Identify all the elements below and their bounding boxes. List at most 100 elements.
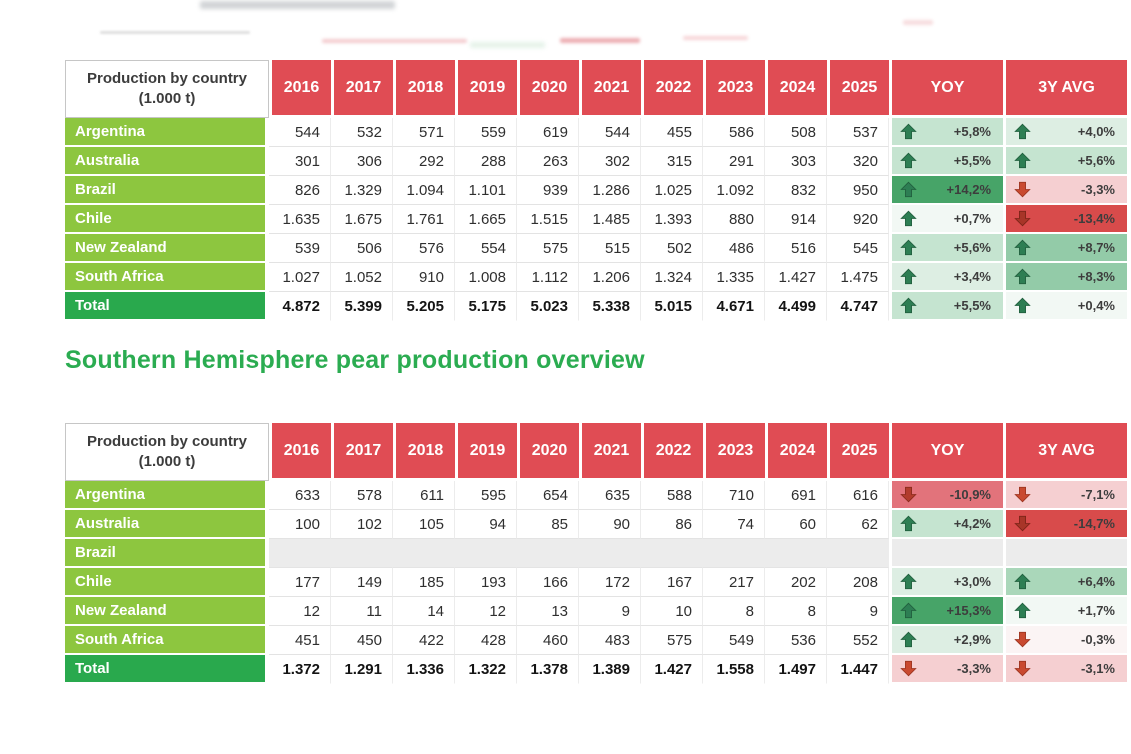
year-header: 2017 bbox=[331, 423, 393, 481]
table-header-row: Production by country (1.000 t) 2016 2017 20… bbox=[65, 423, 1127, 481]
avg-cell: +1,7% bbox=[1003, 597, 1127, 626]
value-cell: 149 bbox=[331, 568, 393, 597]
value-cell: 5.205 bbox=[393, 292, 455, 321]
value-cell: 544 bbox=[579, 118, 641, 147]
value-cell: 301 bbox=[269, 147, 331, 176]
year-header: 2017 bbox=[331, 60, 393, 118]
value-cell: 486 bbox=[703, 234, 765, 263]
table-row: New Zealand 539 506 576 554 575 515 502 486 516 54… bbox=[65, 234, 1127, 263]
table-row: Australia 100 102 105 94 85 90 86 74 60 62 +4,2% -14… bbox=[65, 510, 1127, 539]
value-cell: 516 bbox=[765, 234, 827, 263]
trend-down-arrow-icon bbox=[1014, 486, 1031, 503]
value-cell: 545 bbox=[827, 234, 889, 263]
value-cell: 826 bbox=[269, 176, 331, 205]
value-cell: 1.329 bbox=[331, 176, 393, 205]
production-table-top: Production by country (1.000 t) 2016 2017 20… bbox=[65, 60, 1127, 321]
value-cell: 537 bbox=[827, 118, 889, 147]
ghost-line-artifact bbox=[903, 20, 933, 25]
value-cell bbox=[827, 539, 889, 568]
table-row: Total 4.872 5.399 5.205 5.175 5.023 5.338 5.015… bbox=[65, 292, 1127, 321]
country-cell: Total bbox=[65, 655, 269, 684]
value-cell: 1.515 bbox=[517, 205, 579, 234]
value-cell: 880 bbox=[703, 205, 765, 234]
avg-cell: +8,7% bbox=[1003, 234, 1127, 263]
avg-header: 3Y AVG bbox=[1003, 60, 1127, 118]
percent-value: +15,3% bbox=[946, 603, 991, 618]
value-cell bbox=[641, 539, 703, 568]
yoy-cell: +4,2% bbox=[889, 510, 1003, 539]
value-cell: 86 bbox=[641, 510, 703, 539]
country-cell: Australia bbox=[65, 510, 269, 539]
value-cell: 1.485 bbox=[579, 205, 641, 234]
year-header: 2025 bbox=[827, 423, 889, 481]
value-cell: 4.747 bbox=[827, 292, 889, 321]
value-cell: 635 bbox=[579, 481, 641, 510]
value-cell: 4.499 bbox=[765, 292, 827, 321]
value-cell: 1.101 bbox=[455, 176, 517, 205]
value-cell: 502 bbox=[641, 234, 703, 263]
country-cell: Argentina bbox=[65, 118, 269, 147]
value-cell: 1.052 bbox=[331, 263, 393, 292]
yoy-cell: +15,3% bbox=[889, 597, 1003, 626]
yoy-cell: +0,7% bbox=[889, 205, 1003, 234]
value-cell: 8 bbox=[765, 597, 827, 626]
value-cell: 5.338 bbox=[579, 292, 641, 321]
ghost-line-artifact bbox=[683, 36, 748, 40]
value-cell: 506 bbox=[331, 234, 393, 263]
year-header: 2021 bbox=[579, 60, 641, 118]
avg-cell: +4,0% bbox=[1003, 118, 1127, 147]
value-cell: 105 bbox=[393, 510, 455, 539]
year-header: 2022 bbox=[641, 423, 703, 481]
avg-cell: -7,1% bbox=[1003, 481, 1127, 510]
ghost-line-artifact bbox=[560, 38, 640, 43]
trend-down-arrow-icon bbox=[1014, 515, 1031, 532]
percent-value: +0,7% bbox=[953, 211, 991, 226]
value-cell: 586 bbox=[703, 118, 765, 147]
table-row: Argentina 544 532 571 559 619 544 455 586 508 537 +… bbox=[65, 118, 1127, 147]
value-cell: 460 bbox=[517, 626, 579, 655]
trend-up-arrow-icon bbox=[900, 152, 917, 169]
trend-up-arrow-icon bbox=[900, 268, 917, 285]
table-row: New Zealand 12 11 14 12 13 9 10 8 8 9 +15,3% +1,7% bbox=[65, 597, 1127, 626]
value-cell: 1.335 bbox=[703, 263, 765, 292]
value-cell: 549 bbox=[703, 626, 765, 655]
percent-value: -3,3% bbox=[957, 661, 991, 676]
country-cell: Chile bbox=[65, 205, 269, 234]
avg-cell: -3,3% bbox=[1003, 176, 1127, 205]
avg-cell: +8,3% bbox=[1003, 263, 1127, 292]
value-cell: 1.025 bbox=[641, 176, 703, 205]
value-cell: 1.761 bbox=[393, 205, 455, 234]
value-cell: 539 bbox=[269, 234, 331, 263]
corner-label-line2: (1.000 t) bbox=[138, 453, 196, 470]
value-cell: 619 bbox=[517, 118, 579, 147]
value-cell: 544 bbox=[269, 118, 331, 147]
yoy-header: YOY bbox=[889, 60, 1003, 118]
value-cell: 315 bbox=[641, 147, 703, 176]
trend-up-arrow-icon bbox=[900, 210, 917, 227]
country-cell: Brazil bbox=[65, 539, 269, 568]
percent-value: +5,5% bbox=[953, 153, 991, 168]
table-row: Brazil bbox=[65, 539, 1127, 568]
percent-value: +0,4% bbox=[1077, 298, 1115, 313]
value-cell: 920 bbox=[827, 205, 889, 234]
value-cell: 60 bbox=[765, 510, 827, 539]
value-cell: 12 bbox=[269, 597, 331, 626]
value-cell: 320 bbox=[827, 147, 889, 176]
percent-value: +8,7% bbox=[1077, 240, 1115, 255]
value-cell bbox=[765, 539, 827, 568]
value-cell: 422 bbox=[393, 626, 455, 655]
trend-up-arrow-icon bbox=[1014, 573, 1031, 590]
percent-value: +5,5% bbox=[953, 298, 991, 313]
year-header: 2021 bbox=[579, 423, 641, 481]
value-cell: 306 bbox=[331, 147, 393, 176]
trend-up-arrow-icon bbox=[1014, 123, 1031, 140]
value-cell bbox=[269, 539, 331, 568]
value-cell: 263 bbox=[517, 147, 579, 176]
yoy-cell: -3,3% bbox=[889, 655, 1003, 684]
percent-value: +6,4% bbox=[1077, 574, 1115, 589]
country-cell: Chile bbox=[65, 568, 269, 597]
value-cell: 1.497 bbox=[765, 655, 827, 684]
value-cell: 10 bbox=[641, 597, 703, 626]
yoy-cell: +14,2% bbox=[889, 176, 1003, 205]
value-cell: 1.322 bbox=[455, 655, 517, 684]
